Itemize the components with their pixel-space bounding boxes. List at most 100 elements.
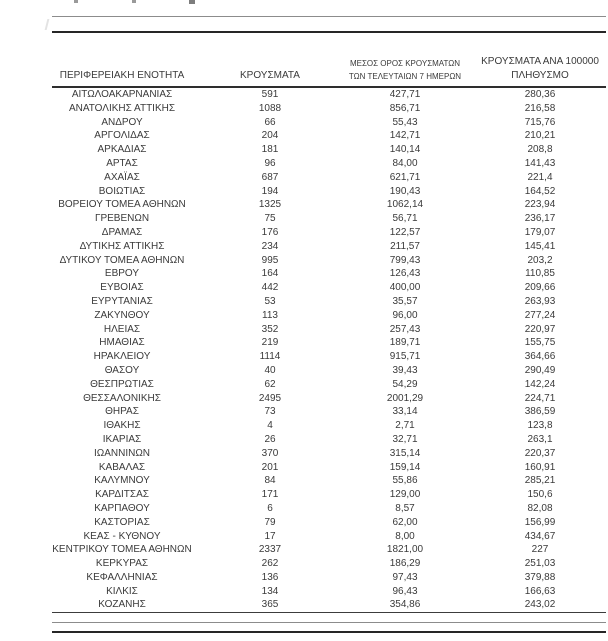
cell-per-100k: 203,2 xyxy=(527,254,553,266)
cell-per-100k: 142,24 xyxy=(524,378,556,390)
cell-avg-7day: 257,43 xyxy=(389,323,421,335)
cell-region: ΗΛΕΙΑΣ xyxy=(103,323,141,335)
table-row: ΒΟΡΕΙΟΥ ΤΟΜΕΑ ΑΘΗΝΩΝ 1325 1062,14 223,94 xyxy=(0,198,608,212)
cut-off-text-fragment xyxy=(44,19,50,30)
table-row: ΑΡΚΑΔΙΑΣ 181 140,14 208,8 xyxy=(0,143,608,157)
cell-region: ΘΑΣΟΥ xyxy=(104,364,140,376)
table-row: ΑΧΑΪΑΣ 687 621,71 221,4 xyxy=(0,171,608,185)
cell-avg-7day: 96,43 xyxy=(392,585,418,597)
table-row: ΚΕΡΚΥΡΑΣ 262 186,29 251,03 xyxy=(0,557,608,571)
cell-cases: 370 xyxy=(261,447,279,459)
cell-region: ΔΥΤΙΚΗΣ ΑΤΤΙΚΗΣ xyxy=(79,240,165,252)
table-row: ΚΑΛΥΜΝΟΥ 84 55,86 285,21 xyxy=(0,474,608,488)
cell-region: ΑΡΚΑΔΙΑΣ xyxy=(97,144,147,156)
cell-per-100k: 220,97 xyxy=(524,323,556,335)
cell-cases: 687 xyxy=(261,171,279,183)
table-row: ΑΡΓΟΛΙΔΑΣ 204 142,71 210,21 xyxy=(0,129,608,143)
cell-region: ΚΕΝΤΡΙΚΟΥ ΤΟΜΕΑ ΑΘΗΝΩΝ xyxy=(52,544,192,556)
cell-avg-7day: 126,43 xyxy=(389,268,421,280)
cell-region: ΙΚΑΡΙΑΣ xyxy=(102,433,142,445)
cell-per-100k: 220,37 xyxy=(524,447,556,459)
cell-cases: 66 xyxy=(264,116,276,128)
cell-avg-7day: 315,14 xyxy=(389,447,421,459)
cell-per-100k: 221,4 xyxy=(527,171,553,183)
column-header-label-line2: ΤΩΝ ΤΕΛΕΥΤΑΙΩΝ 7 ΗΜΕΡΩΝ xyxy=(348,72,462,81)
cell-cases: 113 xyxy=(262,309,278,321)
cell-cases: 442 xyxy=(261,282,279,294)
cell-region: ΚΑΡΠΑΘΟΥ xyxy=(94,502,150,514)
cut-off-text-fragment xyxy=(189,0,195,4)
cell-avg-7day: 54,29 xyxy=(392,378,418,390)
cell-per-100k: 150,6 xyxy=(527,489,553,501)
cell-cases: 262 xyxy=(261,558,279,570)
cell-region: ΕΥΡΥΤΑΝΙΑΣ xyxy=(91,295,153,307)
cell-cases: 164 xyxy=(261,268,279,280)
cell-avg-7day: 427,71 xyxy=(389,89,421,100)
cell-avg-7day: 189,71 xyxy=(389,337,421,349)
table-row: ΔΡΑΜΑΣ 176 122,57 179,07 xyxy=(0,226,608,240)
table-row: ΕΒΡΟΥ 164 126,43 110,85 xyxy=(0,267,608,281)
cell-avg-7day: 799,43 xyxy=(389,254,421,266)
table-row: ΑΝΔΡΟΥ 66 55,43 715,76 xyxy=(0,116,608,130)
cell-per-100k: 285,21 xyxy=(524,475,556,487)
cell-region: ΚΑΒΑΛΑΣ xyxy=(98,461,146,473)
cell-avg-7day: 97,43 xyxy=(392,571,418,583)
cell-per-100k: 141,43 xyxy=(524,157,556,169)
cell-avg-7day: 2,71 xyxy=(395,420,415,432)
cell-region: ΓΡΕΒΕΝΩΝ xyxy=(94,213,150,225)
cell-cases: 181 xyxy=(261,144,279,156)
cell-cases: 995 xyxy=(261,254,279,266)
cell-avg-7day: 190,43 xyxy=(389,185,421,197)
cell-region: ΑΧΑΪΑΣ xyxy=(104,171,140,183)
cell-cases: 2337 xyxy=(258,544,282,556)
column-header-label-line1: ΚΡΟΥΣΜΑΤΑ ΑΝΑ 100000 xyxy=(481,56,599,67)
cell-cases: 204 xyxy=(261,130,279,142)
column-header-per-100k: ΚΡΟΥΣΜΑΤΑ ΑΝΑ 100000 ΠΛΗΘΥΣΜΟ xyxy=(474,55,606,83)
cell-per-100k: 290,49 xyxy=(524,364,556,376)
table-row: ΔΥΤΙΚΟΥ ΤΟΜΕΑ ΑΘΗΝΩΝ 995 799,43 203,2 xyxy=(0,254,608,268)
table-row: ΚΑΡΔΙΤΣΑΣ 171 129,00 150,6 xyxy=(0,488,608,502)
cell-avg-7day: 84,00 xyxy=(392,157,418,169)
table-row: ΚΕΦΑΛΛΗΝΙΑΣ 136 97,43 379,88 xyxy=(0,571,608,585)
table-row: ΚΟΖΑΝΗΣ 365 354,86 243,02 xyxy=(0,598,608,612)
cell-per-100k: 263,93 xyxy=(524,295,556,307)
cell-avg-7day: 96,00 xyxy=(392,309,418,321)
cell-avg-7day: 621,71 xyxy=(389,171,421,183)
table-row: ΕΥΒΟΙΑΣ 442 400,00 209,66 xyxy=(0,281,608,295)
table-row: ΗΜΑΘΙΑΣ 219 189,71 155,75 xyxy=(0,336,608,350)
cell-avg-7day: 1062,14 xyxy=(386,199,424,211)
cell-per-100k: 166,63 xyxy=(524,585,556,597)
cell-region: ΒΟΙΩΤΙΑΣ xyxy=(98,185,146,197)
cell-avg-7day: 62,00 xyxy=(392,516,418,528)
cell-per-100k: 210,21 xyxy=(524,130,556,142)
cell-avg-7day: 55,43 xyxy=(392,116,418,128)
cell-region: ΑΝΑΤΟΛΙΚΗΣ ΑΤΤΙΚΗΣ xyxy=(68,102,176,114)
cell-region: ΔΥΤΙΚΟΥ ΤΟΜΕΑ ΑΘΗΝΩΝ xyxy=(59,254,185,266)
cell-avg-7day: 8,00 xyxy=(395,530,415,542)
cut-off-text-fragment xyxy=(132,0,136,3)
table-row: ΙΚΑΡΙΑΣ 26 32,71 263,1 xyxy=(0,433,608,447)
cell-per-100k: 364,66 xyxy=(524,351,556,363)
cell-per-100k: 715,76 xyxy=(524,116,556,128)
cell-region: ΚΕΡΚΥΡΑΣ xyxy=(95,558,149,570)
cell-cases: 1088 xyxy=(258,102,282,114)
cell-cases: 201 xyxy=(261,461,279,473)
cell-cases: 75 xyxy=(264,213,276,225)
cell-cases: 4 xyxy=(267,420,273,432)
cell-cases: 26 xyxy=(264,433,276,445)
table-header-row: ΠΕΡΙΦΕΡΕΙΑΚΗ ΕΝΟΤΗΤΑ ΚΡΟΥΣΜΑΤΑ ΜΕΣΟΣ ΟΡΟ… xyxy=(0,46,608,86)
cell-avg-7day: 56,71 xyxy=(392,213,418,225)
table-row: ΘΑΣΟΥ 40 39,43 290,49 xyxy=(0,364,608,378)
cell-cases: 219 xyxy=(261,337,279,349)
cell-per-100k: 110,85 xyxy=(525,268,555,280)
table-row: ΚΕΑΣ - ΚΥΘΝΟΥ 17 8,00 434,67 xyxy=(0,530,608,544)
cell-region: ΑΡΓΟΛΙΔΑΣ xyxy=(94,130,150,142)
cell-cases: 2495 xyxy=(258,392,282,404)
cell-region: ΚΕΑΣ - ΚΥΘΝΟΥ xyxy=(83,530,161,542)
cell-per-100k: 243,02 xyxy=(524,599,556,611)
cell-per-100k: 379,88 xyxy=(524,571,556,583)
top-rule-thin xyxy=(52,16,606,17)
table-row: ΙΩΑΝΝΙΝΩΝ 370 315,14 220,37 xyxy=(0,447,608,461)
cell-per-100k: 277,24 xyxy=(524,309,556,321)
table-row: ΑΡΤΑΣ 96 84,00 141,43 xyxy=(0,157,608,171)
